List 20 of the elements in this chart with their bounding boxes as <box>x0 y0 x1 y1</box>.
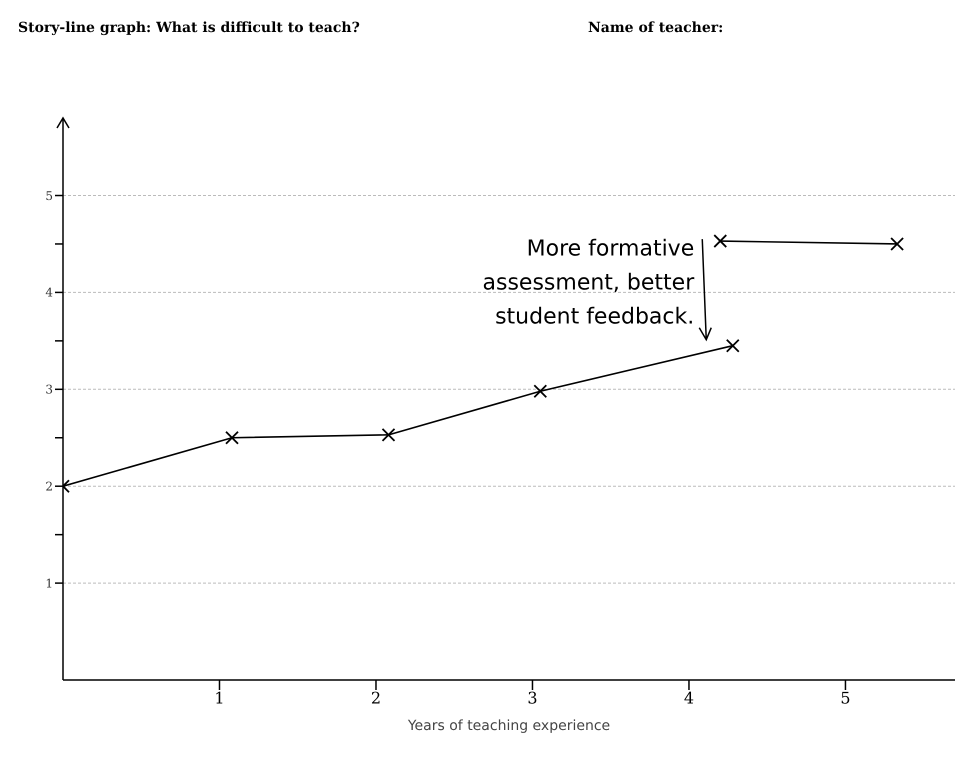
point <box>225 430 239 445</box>
point <box>533 384 548 398</box>
x-tick-label: 1 <box>214 688 225 708</box>
y-tick-label: 3 <box>45 382 53 397</box>
y-tick-label: 2 <box>45 479 53 494</box>
point <box>890 237 904 251</box>
x-tick-label: 5 <box>840 688 851 708</box>
chart-title: Story-line graph: What is difficult to teach? <box>18 20 360 36</box>
x-axis-title: Years of teaching experience <box>406 718 610 734</box>
y-tick-label: 5 <box>45 188 53 203</box>
x-tick-label: 4 <box>684 688 694 708</box>
point <box>726 338 740 353</box>
point <box>713 234 728 248</box>
point <box>382 428 396 442</box>
y-tick-label: 1 <box>45 576 53 590</box>
annotation: More formative assessment, better student feedback. <box>482 236 696 330</box>
chart-subtitle: Name of teacher: <box>588 20 724 36</box>
y-tick-label: 4 <box>45 286 54 300</box>
x-tick-label: 2 <box>370 688 382 708</box>
x-tick-label: 3 <box>527 688 538 708</box>
